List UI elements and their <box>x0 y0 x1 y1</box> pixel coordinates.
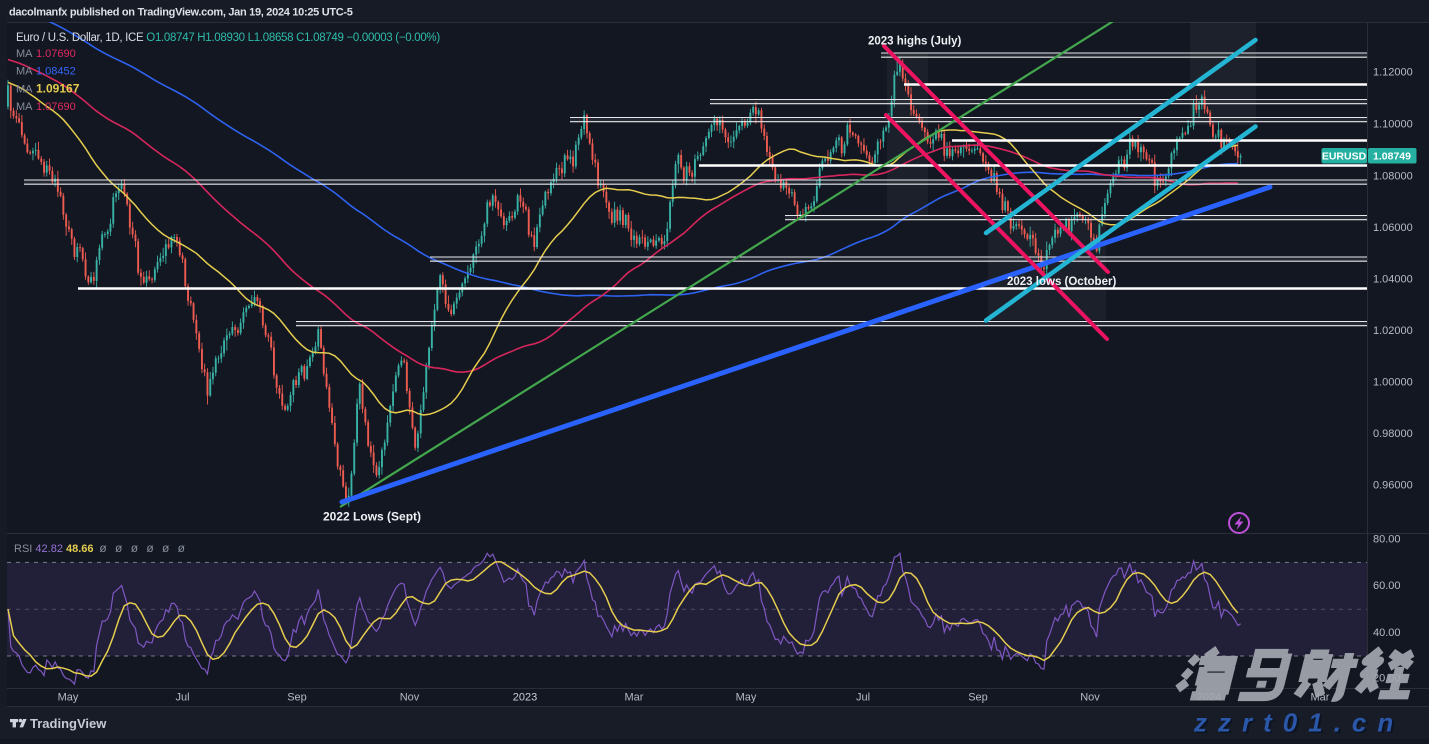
svg-text:May: May <box>58 692 79 704</box>
svg-text:1.00000: 1.00000 <box>1373 377 1413 389</box>
svg-text:Jul: Jul <box>175 692 189 704</box>
svg-text:Sep: Sep <box>287 692 307 704</box>
svg-text:Nov: Nov <box>1080 692 1100 704</box>
svg-text:1.02000: 1.02000 <box>1373 325 1413 337</box>
svg-text:MA 1.09167: MA 1.09167 <box>16 82 80 96</box>
svg-text:2023: 2023 <box>513 692 537 704</box>
svg-text:1.12000: 1.12000 <box>1373 67 1413 79</box>
svg-text:zzrt01.cn: zzrt01.cn <box>1195 709 1406 739</box>
svg-text:60.00: 60.00 <box>1373 580 1401 592</box>
svg-text:May: May <box>736 692 757 704</box>
svg-text:1.04000: 1.04000 <box>1373 274 1413 286</box>
svg-text:2023 highs (July): 2023 highs (July) <box>868 36 961 48</box>
svg-text:80.00: 80.00 <box>1373 534 1401 546</box>
svg-text:2022 Lows (Sept): 2022 Lows (Sept) <box>323 510 421 524</box>
svg-text:Nov: Nov <box>400 692 420 704</box>
svg-text:40.00: 40.00 <box>1373 627 1401 639</box>
svg-text:1.06000: 1.06000 <box>1373 222 1413 234</box>
svg-text:0.98000: 0.98000 <box>1373 428 1413 440</box>
svg-text:Sep: Sep <box>968 692 988 704</box>
svg-text:2023 lows (October): 2023 lows (October) <box>1007 276 1116 288</box>
svg-text:Euro / U.S. Dollar, 1D, ICE O: Euro / U.S. Dollar, 1D, ICE O1.08747 H1.… <box>16 32 440 44</box>
svg-text:1.10000: 1.10000 <box>1373 119 1413 131</box>
svg-text:dacolmanfx published on Tradin: dacolmanfx published on TradingView.com,… <box>9 7 353 19</box>
svg-text:MA 1.07690: MA 1.07690 <box>16 48 76 60</box>
svg-text:RSI 42.82 48.66 ø ø ø ø ø ø: RSI 42.82 48.66 ø ø ø ø ø ø <box>14 541 188 555</box>
svg-text:zzrt01.cn: zzrt01.cn <box>1193 708 1404 738</box>
svg-text:MA 1.08452: MA 1.08452 <box>16 66 76 78</box>
svg-text:Mar: Mar <box>625 692 644 704</box>
svg-text:Jul: Jul <box>856 692 870 704</box>
svg-text:0.96000: 0.96000 <box>1373 480 1413 492</box>
svg-text:1.08749: 1.08749 <box>1373 151 1411 163</box>
svg-text:1.08000: 1.08000 <box>1373 171 1413 183</box>
svg-text:MA 1.07690: MA 1.07690 <box>16 101 76 113</box>
svg-text:TradingView: TradingView <box>30 716 107 731</box>
svg-text:EURUSD: EURUSD <box>1322 151 1367 163</box>
